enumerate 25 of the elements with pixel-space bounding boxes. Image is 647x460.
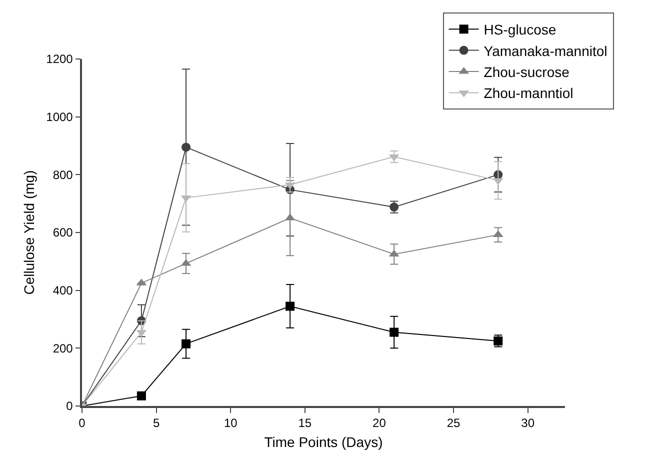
x-tick-label: 25 [446,416,461,430]
y-tick-label: 200 [52,341,74,356]
x-axis-title: Time Points (Days) [264,434,383,450]
legend-label: Zhou-sucrose [484,64,570,80]
x-tick-label: 15 [298,416,312,430]
x-tick-label: 30 [521,416,535,430]
point [182,339,191,348]
legend-label: HS-glucose [484,22,556,38]
y-tick-label: 1200 [46,52,74,66]
point [136,391,146,400]
y-tick-label: 800 [52,168,74,182]
point [182,142,191,152]
y-axis-title: Cellulose Yield (mg) [21,170,38,295]
point [390,328,399,337]
x-tick-label: 0 [78,416,86,430]
y-tick-label: 0 [66,399,74,414]
point [286,302,295,311]
x-tick-label: 5 [152,416,160,430]
y-tick-label: 600 [52,226,74,240]
x-tick-label: 20 [372,416,386,430]
legend-label: Yamanaka-mannitol [484,42,608,59]
y-tick-label: 1000 [46,110,74,124]
legend-label: Zhou-manntiol [484,85,574,102]
x-tick-label: 10 [224,416,238,430]
y-tick-label: 400 [52,284,74,298]
